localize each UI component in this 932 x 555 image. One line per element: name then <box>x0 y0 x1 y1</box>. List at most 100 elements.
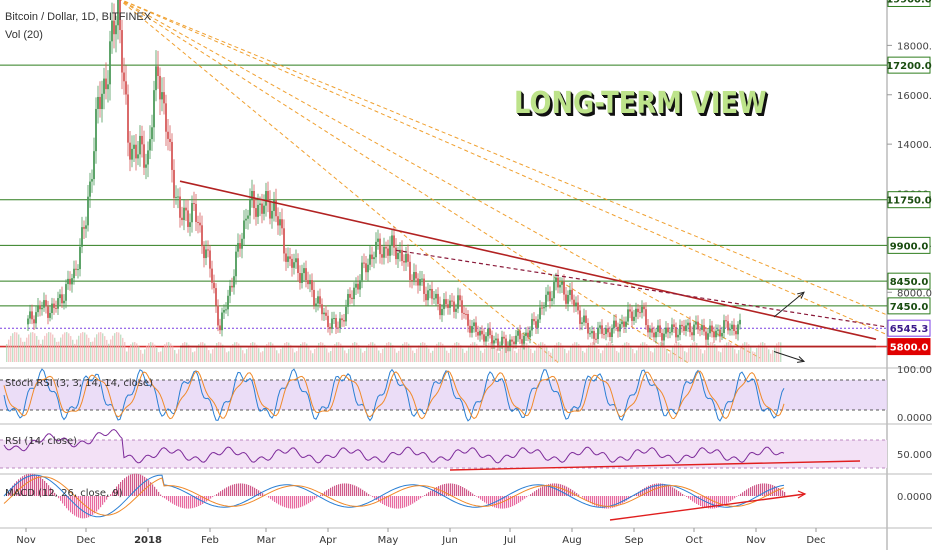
volume-bar <box>658 343 659 362</box>
macd-hist-bar <box>460 486 461 496</box>
volume-bar <box>478 347 479 362</box>
volume-bar <box>292 348 293 362</box>
candle-body <box>481 331 483 335</box>
candle-body <box>309 280 311 284</box>
macd-hist-bar <box>192 496 193 508</box>
candle-body <box>737 324 739 334</box>
volume-bar <box>254 343 255 362</box>
macd-hist-bar <box>406 496 407 507</box>
volume-bar <box>744 342 745 362</box>
macd-hist-bar <box>728 496 729 503</box>
macd-hist-bar <box>668 485 669 496</box>
candle-body <box>649 329 651 333</box>
macd-hist-bar <box>360 489 361 496</box>
candle-body <box>489 329 491 336</box>
volume-bar <box>410 347 411 362</box>
volume-bar <box>242 350 243 362</box>
volume-bar <box>704 350 705 362</box>
volume-bar <box>726 343 727 362</box>
candle-body <box>41 308 43 310</box>
volume-bar <box>774 346 775 362</box>
candle-body <box>479 331 481 336</box>
volume-bar <box>560 343 561 362</box>
candle-body <box>145 164 147 167</box>
candle-body <box>73 269 75 278</box>
candle-body <box>171 142 173 170</box>
volume-bar <box>720 352 721 362</box>
candle-body <box>39 305 41 309</box>
volume-bar <box>556 343 557 362</box>
volume-bar <box>62 334 63 362</box>
volume-bar <box>694 342 695 362</box>
candle-body <box>601 325 603 333</box>
volume-bar <box>154 345 155 362</box>
volume-bar <box>664 345 665 362</box>
volume-bar <box>150 342 151 362</box>
candle-body <box>203 246 205 258</box>
candle-body <box>687 323 689 326</box>
candle-body <box>389 246 391 256</box>
macd-hist-bar <box>420 496 421 498</box>
x-tick-label: Apr <box>319 535 337 546</box>
volume-bar <box>100 332 101 362</box>
macd-hist-bar <box>742 492 743 496</box>
candle-body <box>215 288 217 305</box>
candle-body <box>497 339 499 346</box>
volume-bar <box>208 350 209 362</box>
volume-bar <box>194 351 195 362</box>
macd-hist-bar <box>560 484 561 496</box>
candle-body <box>579 310 581 323</box>
candle-body <box>341 318 343 320</box>
candle-body <box>701 325 703 330</box>
macd-hist-bar <box>498 496 499 508</box>
candle-body <box>65 284 67 301</box>
volume-bar <box>390 343 391 362</box>
candle-body <box>711 326 713 332</box>
candle-body <box>195 204 197 222</box>
candle-body <box>573 300 575 306</box>
candle-body <box>433 298 435 299</box>
volume-bar <box>336 342 337 362</box>
candle-body <box>193 203 195 204</box>
candle-body <box>335 318 337 328</box>
macd-hist-bar <box>244 484 245 496</box>
macd-hist-bar <box>358 487 359 496</box>
x-tick-label: Dec <box>806 535 825 546</box>
macd-hist-bar <box>462 487 463 496</box>
macd-hist-bar <box>424 495 425 496</box>
volume-bar <box>644 342 645 362</box>
volume-label: Vol (20) <box>5 29 43 41</box>
candle-body <box>125 81 127 94</box>
volume-bar <box>326 348 327 362</box>
candle-body <box>277 216 279 225</box>
candle-body <box>575 303 577 306</box>
macd-hist-bar <box>578 495 579 496</box>
candle-body <box>655 332 657 337</box>
candle-body <box>255 208 257 217</box>
macd-hist-bar <box>754 485 755 496</box>
candle-body <box>553 282 555 298</box>
volume-bar <box>626 342 627 362</box>
volume-bar <box>234 342 235 362</box>
macd-hist-bar <box>426 494 427 496</box>
volume-bar <box>396 353 397 362</box>
volume-bar <box>310 350 311 362</box>
volume-bar <box>526 343 527 362</box>
volume-bar <box>590 343 591 362</box>
macd-hist-bar <box>756 485 757 496</box>
candle-body <box>577 303 579 311</box>
macd-hist-bar <box>372 496 373 497</box>
candle-body <box>299 273 301 283</box>
volume-bar <box>230 347 231 362</box>
macd-hist-bar <box>552 483 553 496</box>
volume-bar <box>260 352 261 362</box>
candle-body <box>173 170 175 198</box>
volume-bar <box>716 347 717 362</box>
macd-hist-bar <box>166 496 167 500</box>
volume-bar <box>512 347 513 362</box>
candle-body <box>131 149 133 160</box>
volume-bar <box>632 349 633 362</box>
volume-bar <box>536 347 537 362</box>
macd-hist-bar <box>434 488 435 496</box>
